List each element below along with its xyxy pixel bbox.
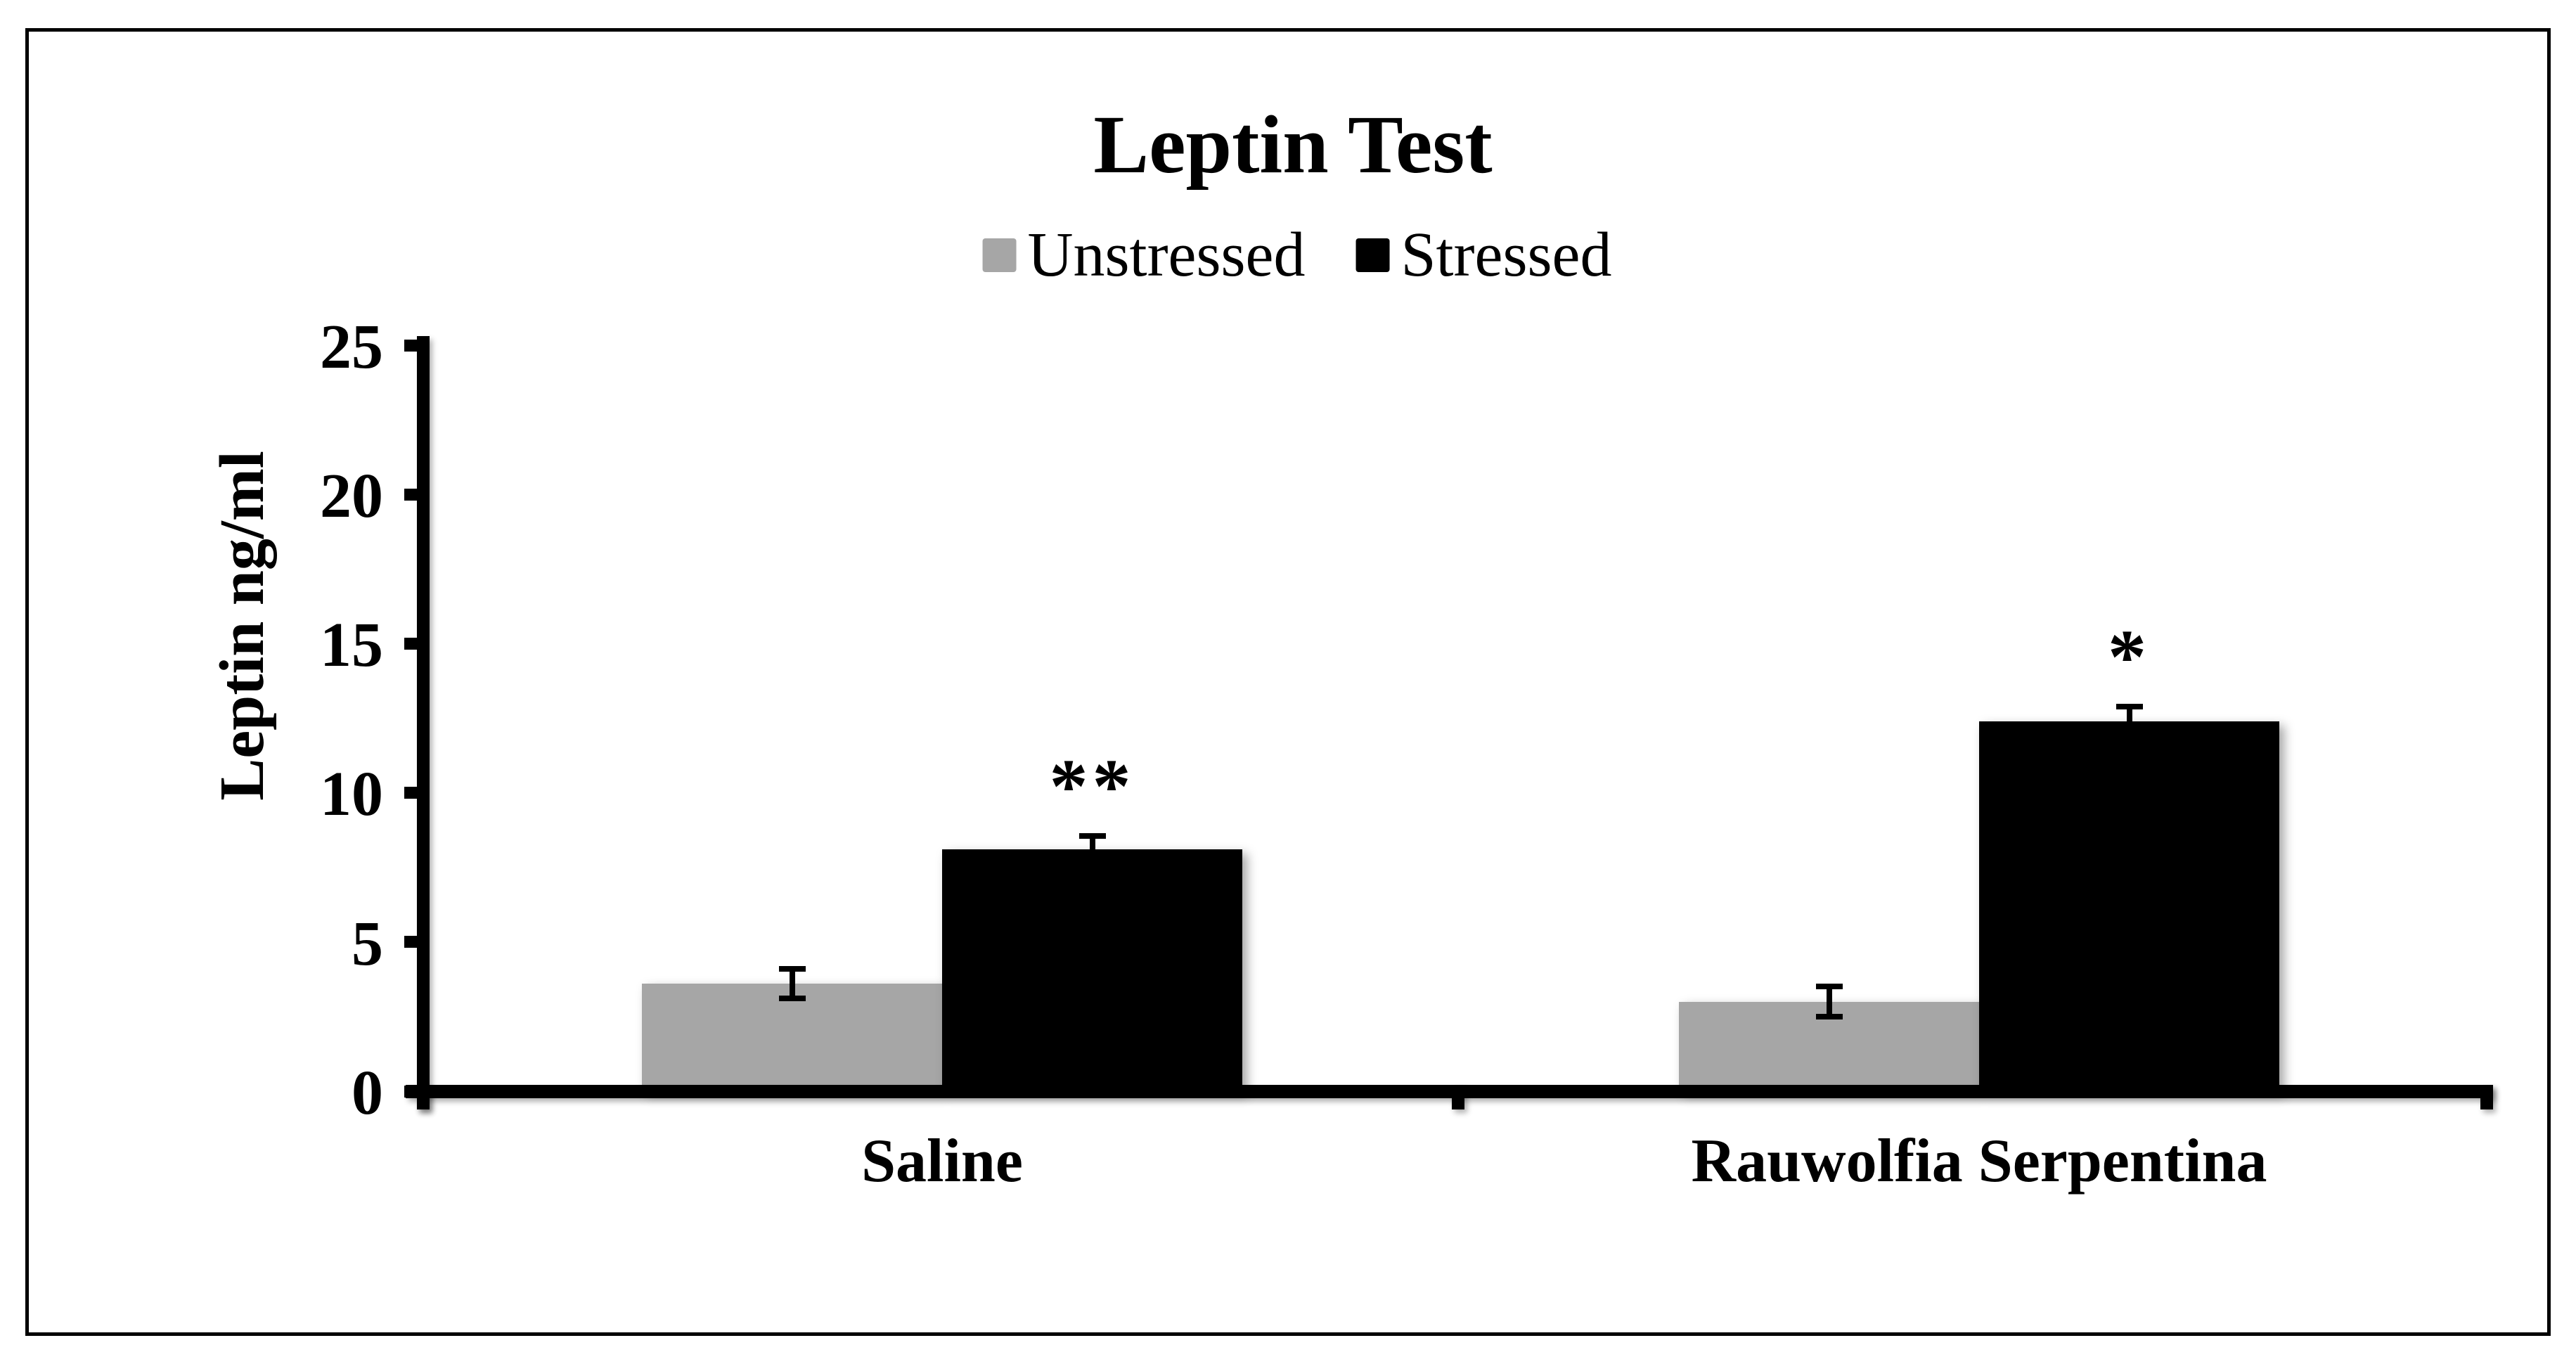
error-bar-cap-bottom-rauwolfia-serpentina-unstressed	[1815, 1013, 1843, 1019]
error-bar-cap-bottom-saline-unstressed	[778, 996, 806, 1002]
bar-saline-unstressed	[642, 984, 942, 1091]
y-tick-label: 0	[352, 1057, 383, 1128]
legend: Unstressed Stressed	[982, 220, 1611, 290]
legend-item-unstressed: Unstressed	[982, 220, 1306, 290]
error-bar-cap-bottom-saline-stressed	[1078, 860, 1106, 866]
category-label-rauwolfia-serpentina: Rauwolfia Serpentina	[1691, 1127, 2267, 1195]
legend-label-stressed: Stressed	[1400, 220, 1612, 290]
significance-annotation-rauwolfia-serpentina-stressed: *	[2108, 613, 2151, 700]
legend-item-stressed: Stressed	[1355, 224, 1611, 287]
legend-swatch-unstressed-icon	[982, 238, 1017, 272]
legend-swatch-stressed-icon	[1355, 238, 1390, 272]
bar-rauwolfia-serpentina-stressed	[1979, 721, 2279, 1091]
error-bar-whisker-rauwolfia-serpentina-unstressed	[1826, 986, 1832, 1017]
error-bar-cap-top-saline-stressed	[1078, 833, 1106, 839]
x-axis-line	[406, 1085, 2493, 1098]
legend-label-unstressed: Unstressed	[1027, 220, 1306, 290]
error-bar-whisker-rauwolfia-serpentina-stressed	[2126, 706, 2132, 736]
error-bar-cap-top-saline-unstressed	[778, 965, 806, 972]
y-tick-label: 10	[320, 759, 383, 830]
chart-frame	[25, 28, 2551, 1336]
error-bar-cap-top-rauwolfia-serpentina-unstressed	[1815, 984, 1843, 990]
y-tick-label: 15	[320, 610, 383, 681]
bar-saline-stressed	[942, 849, 1242, 1091]
error-bar-cap-top-rauwolfia-serpentina-stressed	[2115, 703, 2143, 709]
y-axis-line	[417, 336, 430, 1109]
chart-title: Leptin Test	[1093, 98, 1493, 191]
error-bar-whisker-saline-unstressed	[789, 968, 795, 999]
error-bar-cap-bottom-rauwolfia-serpentina-stressed	[2115, 733, 2143, 739]
category-label-saline: Saline	[861, 1127, 1023, 1195]
y-tick-label: 20	[320, 461, 383, 531]
error-bar-whisker-saline-stressed	[1089, 836, 1095, 863]
significance-annotation-saline-stressed: **	[1049, 743, 1135, 830]
y-tick-label: 5	[352, 908, 383, 979]
y-tick-label: 25	[320, 311, 383, 382]
